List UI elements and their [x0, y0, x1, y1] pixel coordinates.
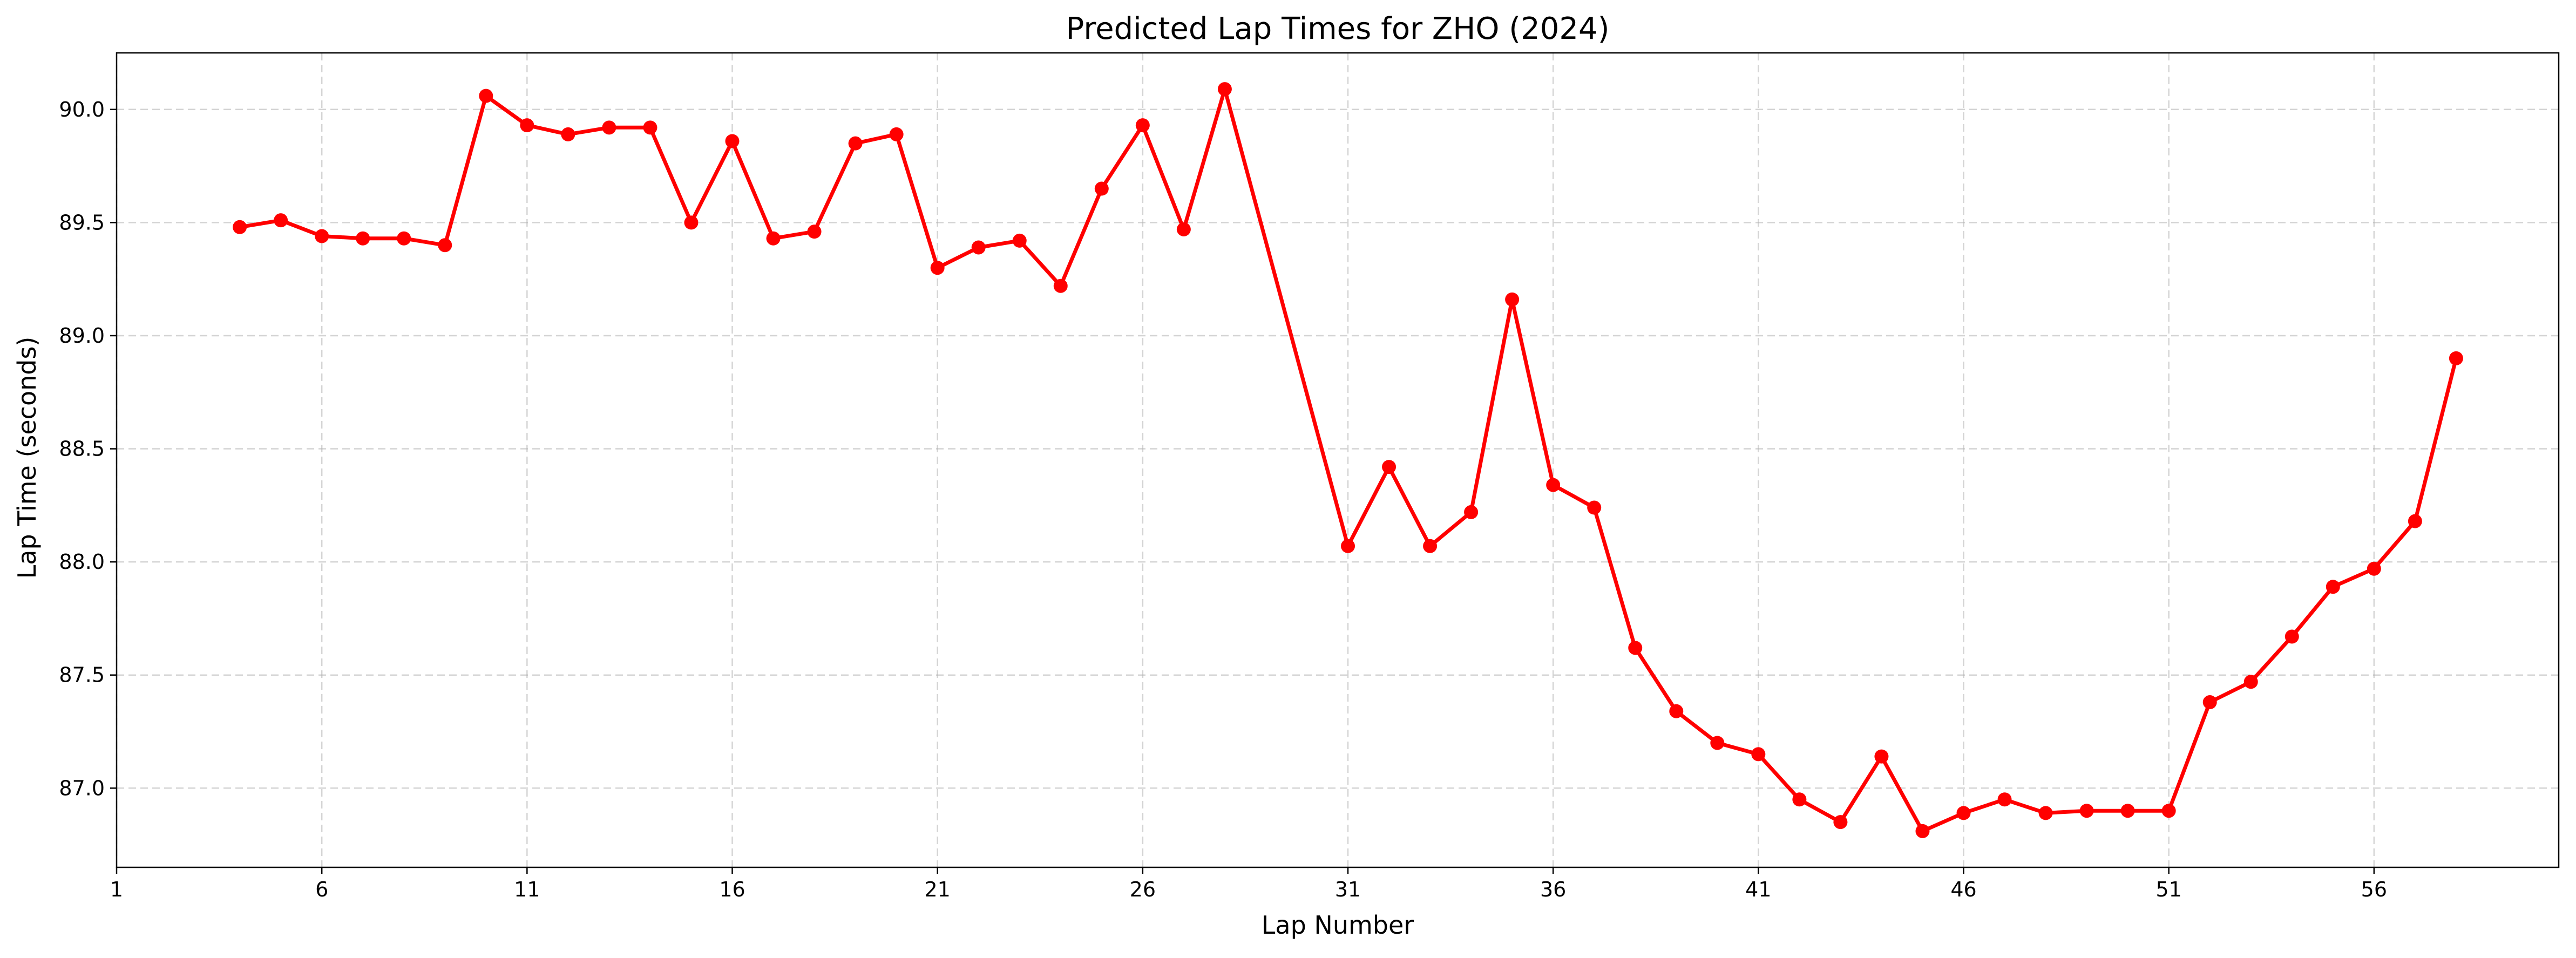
data-point: [561, 127, 575, 141]
x-tick-label: 56: [2361, 878, 2387, 901]
data-point: [2202, 695, 2217, 710]
data-point: [438, 238, 452, 253]
x-tick-label: 11: [514, 878, 540, 901]
data-point: [930, 261, 945, 275]
data-point: [1792, 792, 1807, 807]
data-point: [1176, 222, 1191, 236]
data-point: [1217, 82, 1232, 97]
data-point: [1053, 278, 1068, 293]
data-point: [766, 231, 781, 246]
series-layer: [233, 82, 2463, 838]
grid: [116, 53, 2559, 867]
data-point: [479, 89, 493, 103]
ticks: 1 6 11 16 21 26 31 36 41 46 51 5687.087.588.088.589…: [59, 98, 2387, 901]
data-point: [2079, 804, 2094, 818]
data-point: [1628, 641, 1643, 655]
x-tick-label: 6: [315, 878, 328, 901]
x-tick-label: 31: [1335, 878, 1361, 901]
data-point: [1915, 824, 1930, 838]
data-point: [2038, 806, 2053, 820]
data-point: [1341, 539, 1355, 553]
x-tick-label: 51: [2156, 878, 2182, 901]
y-tick-label: 90.0: [59, 98, 105, 121]
data-point: [2408, 514, 2422, 528]
axes: [116, 52, 2560, 868]
x-tick-label: 26: [1130, 878, 1156, 901]
data-point: [2326, 580, 2340, 594]
y-tick-label: 87.0: [59, 776, 105, 800]
data-point: [1587, 500, 1602, 515]
data-point: [2284, 629, 2299, 644]
y-tick-label: 87.5: [59, 663, 105, 687]
data-point: [356, 231, 370, 246]
y-tick-label: 88.0: [59, 550, 105, 574]
data-point: [2120, 804, 2135, 818]
data-point: [643, 120, 657, 135]
data-point: [1135, 118, 1150, 133]
data-point: [1546, 478, 1561, 492]
data-point: [725, 134, 740, 148]
x-tick-label: 16: [719, 878, 745, 901]
data-point: [1423, 539, 1438, 553]
data-point: [1012, 233, 1027, 248]
data-point: [602, 120, 616, 135]
plot-frame: [116, 52, 2560, 868]
data-point: [1464, 505, 1479, 519]
y-tick-label: 89.0: [59, 324, 105, 348]
data-point: [2449, 351, 2463, 365]
y-tick-label: 89.5: [59, 210, 105, 234]
data-point: [274, 213, 288, 228]
data-point: [1505, 292, 1520, 307]
data-point: [2367, 561, 2381, 576]
x-axis-label: Lap Number: [1262, 911, 1414, 940]
data-point: [2243, 675, 2258, 689]
data-point: [315, 229, 329, 243]
data-point: [1956, 806, 1971, 820]
data-point: [1094, 181, 1109, 196]
x-tick-label: 41: [1745, 878, 1771, 901]
chart-title: Predicted Lap Times for ZHO (2024): [1066, 11, 1610, 46]
y-axis-label: Lap Time (seconds): [12, 337, 42, 579]
y-tick-label: 88.5: [59, 437, 105, 461]
x-tick-label: 1: [110, 878, 123, 901]
data-point: [1874, 749, 1889, 764]
data-point: [1997, 792, 2012, 807]
data-point: [1710, 736, 1725, 750]
data-point: [971, 240, 986, 255]
data-point: [1382, 460, 1397, 474]
data-point: [520, 118, 534, 133]
x-tick-label: 21: [924, 878, 950, 901]
data-point: [684, 215, 699, 230]
data-point: [848, 136, 863, 151]
data-point: [397, 231, 411, 246]
x-tick-label: 36: [1540, 878, 1566, 901]
data-point: [1833, 815, 1848, 830]
data-point: [1751, 747, 1766, 762]
data-point: [233, 220, 247, 234]
data-point: [1669, 704, 1684, 718]
data-point: [889, 127, 904, 141]
data-point: [807, 225, 822, 239]
x-tick-label: 46: [1950, 878, 1976, 901]
data-point: [2161, 804, 2176, 818]
